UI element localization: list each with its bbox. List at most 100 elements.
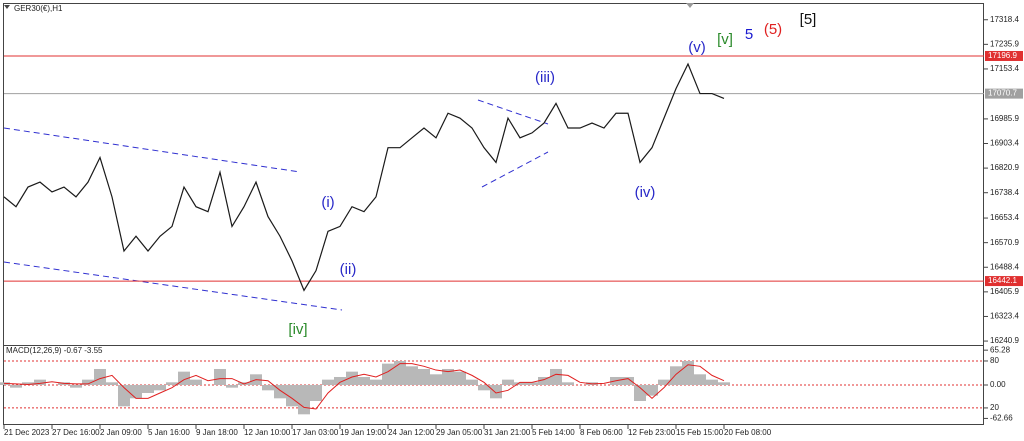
histogram-bar [142, 384, 154, 393]
histogram-bar [526, 382, 538, 385]
histogram-bar [382, 363, 394, 385]
histogram-bar [154, 384, 166, 391]
x-tick-label: 29 Jan 05:00 [436, 428, 483, 437]
level-label: 17070.7 [988, 89, 1017, 98]
histogram-bar [454, 371, 466, 385]
y-tick-label: 16820.9 [990, 163, 1019, 172]
x-tick-label: 21 Dec 2023 [4, 428, 50, 437]
y-tick-label: 0.00 [990, 380, 1006, 389]
plot-frame [3, 3, 984, 425]
histogram-bar [166, 382, 178, 385]
x-tick-label: 5 Jan 16:00 [148, 428, 190, 437]
y-tick-label: 17153.4 [990, 64, 1019, 73]
histogram-bar [430, 374, 442, 385]
y-tick-label: 20 [990, 403, 999, 412]
histogram-bar [70, 384, 82, 388]
y-tick-label: 16323.4 [990, 312, 1019, 321]
y-tick-label: -62.66 [990, 414, 1013, 423]
histogram-bar [358, 376, 370, 385]
level-label-box [985, 88, 1023, 99]
histogram-bar [334, 376, 346, 385]
x-tick-label: 17 Jan 03:00 [292, 428, 339, 437]
wave-label: (5) [764, 21, 782, 38]
y-tick-label: 16903.4 [990, 139, 1019, 148]
wave-label: (i) [321, 194, 334, 211]
x-tick-label: 27 Dec 16:00 [52, 428, 100, 437]
histogram-bar [502, 379, 514, 385]
histogram-bar [370, 379, 382, 385]
histogram-bar [694, 374, 706, 385]
wave-label: (v) [688, 39, 706, 56]
histogram-bar [646, 384, 658, 396]
histogram-bar [538, 376, 550, 385]
histogram-bar [94, 368, 106, 385]
x-tick-label: 8 Feb 06:00 [580, 428, 623, 437]
histogram-bar [394, 360, 406, 385]
x-tick-label: 15 Feb 15:00 [676, 428, 724, 437]
y-tick-label: 16405.9 [990, 287, 1019, 296]
x-tick-label: 9 Jan 18:00 [196, 428, 238, 437]
histogram-bar [22, 382, 34, 385]
x-tick-label: 5 Feb 14:00 [532, 428, 575, 437]
histogram-bar [262, 384, 274, 391]
y-tick-label: 17318.4 [990, 15, 1019, 24]
level-label: 16442.1 [988, 276, 1017, 285]
level-label: 17196.9 [988, 51, 1017, 60]
triangle-line [481, 151, 549, 188]
histogram-bar [466, 379, 478, 385]
menu-marker [4, 5, 10, 9]
wave-label: (iii) [535, 69, 555, 86]
wave-label: [5] [800, 11, 817, 28]
y-tick-label: 16653.4 [990, 213, 1019, 222]
histogram-bar [634, 384, 646, 401]
histogram-bar [418, 368, 430, 385]
histogram-bar [406, 366, 418, 385]
histogram-bar [514, 382, 526, 385]
histogram-bar [298, 384, 310, 415]
wave-label: (ii) [340, 261, 357, 278]
wave-label: (iv) [635, 184, 656, 201]
histogram-bar [670, 366, 682, 385]
histogram-bar [130, 384, 142, 399]
histogram-bar [190, 379, 202, 385]
histogram-bar [478, 384, 490, 391]
triangle-line [477, 99, 549, 125]
wave-label: 5 [745, 26, 753, 43]
x-tick-label: 24 Jan 12:00 [388, 428, 435, 437]
histogram-bar [346, 371, 358, 385]
histogram-bar [718, 382, 730, 385]
x-tick-label: 31 Jan 21:00 [484, 428, 531, 437]
shift-marker [686, 3, 694, 8]
histogram-bar [622, 376, 634, 385]
price-line [3, 62, 725, 292]
y-tick-label: 65.28 [990, 345, 1011, 354]
x-tick-label: 19 Jan 19:00 [340, 428, 387, 437]
x-tick-label: 12 Feb 23:00 [628, 428, 676, 437]
histogram-bar [322, 379, 334, 385]
x-tick-label: 2 Jan 09:00 [100, 428, 142, 437]
histogram-bar [706, 379, 718, 385]
y-tick-label: 16488.4 [990, 262, 1019, 271]
histogram-bar [214, 368, 226, 385]
wave-label: [v] [717, 31, 733, 48]
x-tick-label: 12 Jan 10:00 [244, 428, 291, 437]
y-tick-label: 16985.9 [990, 114, 1019, 123]
y-tick-label: 17235.9 [990, 39, 1019, 48]
histogram-bar [310, 384, 322, 401]
chart-title: GER30(€),H1 [14, 4, 63, 13]
level-label-box [985, 50, 1023, 61]
histogram-bar [550, 368, 562, 385]
y-tick-label: 16738.4 [990, 188, 1019, 197]
y-tick-label: 16570.9 [990, 238, 1019, 247]
histogram-bar [562, 382, 574, 385]
histogram-bar [10, 384, 22, 388]
histogram-bar [34, 379, 46, 385]
histogram-bar [106, 382, 118, 385]
signal-line [3, 363, 725, 410]
histogram-bar [490, 384, 502, 399]
wave-label: [iv] [288, 321, 307, 338]
level-label-box [985, 276, 1023, 287]
y-tick-label: 80 [990, 356, 999, 365]
